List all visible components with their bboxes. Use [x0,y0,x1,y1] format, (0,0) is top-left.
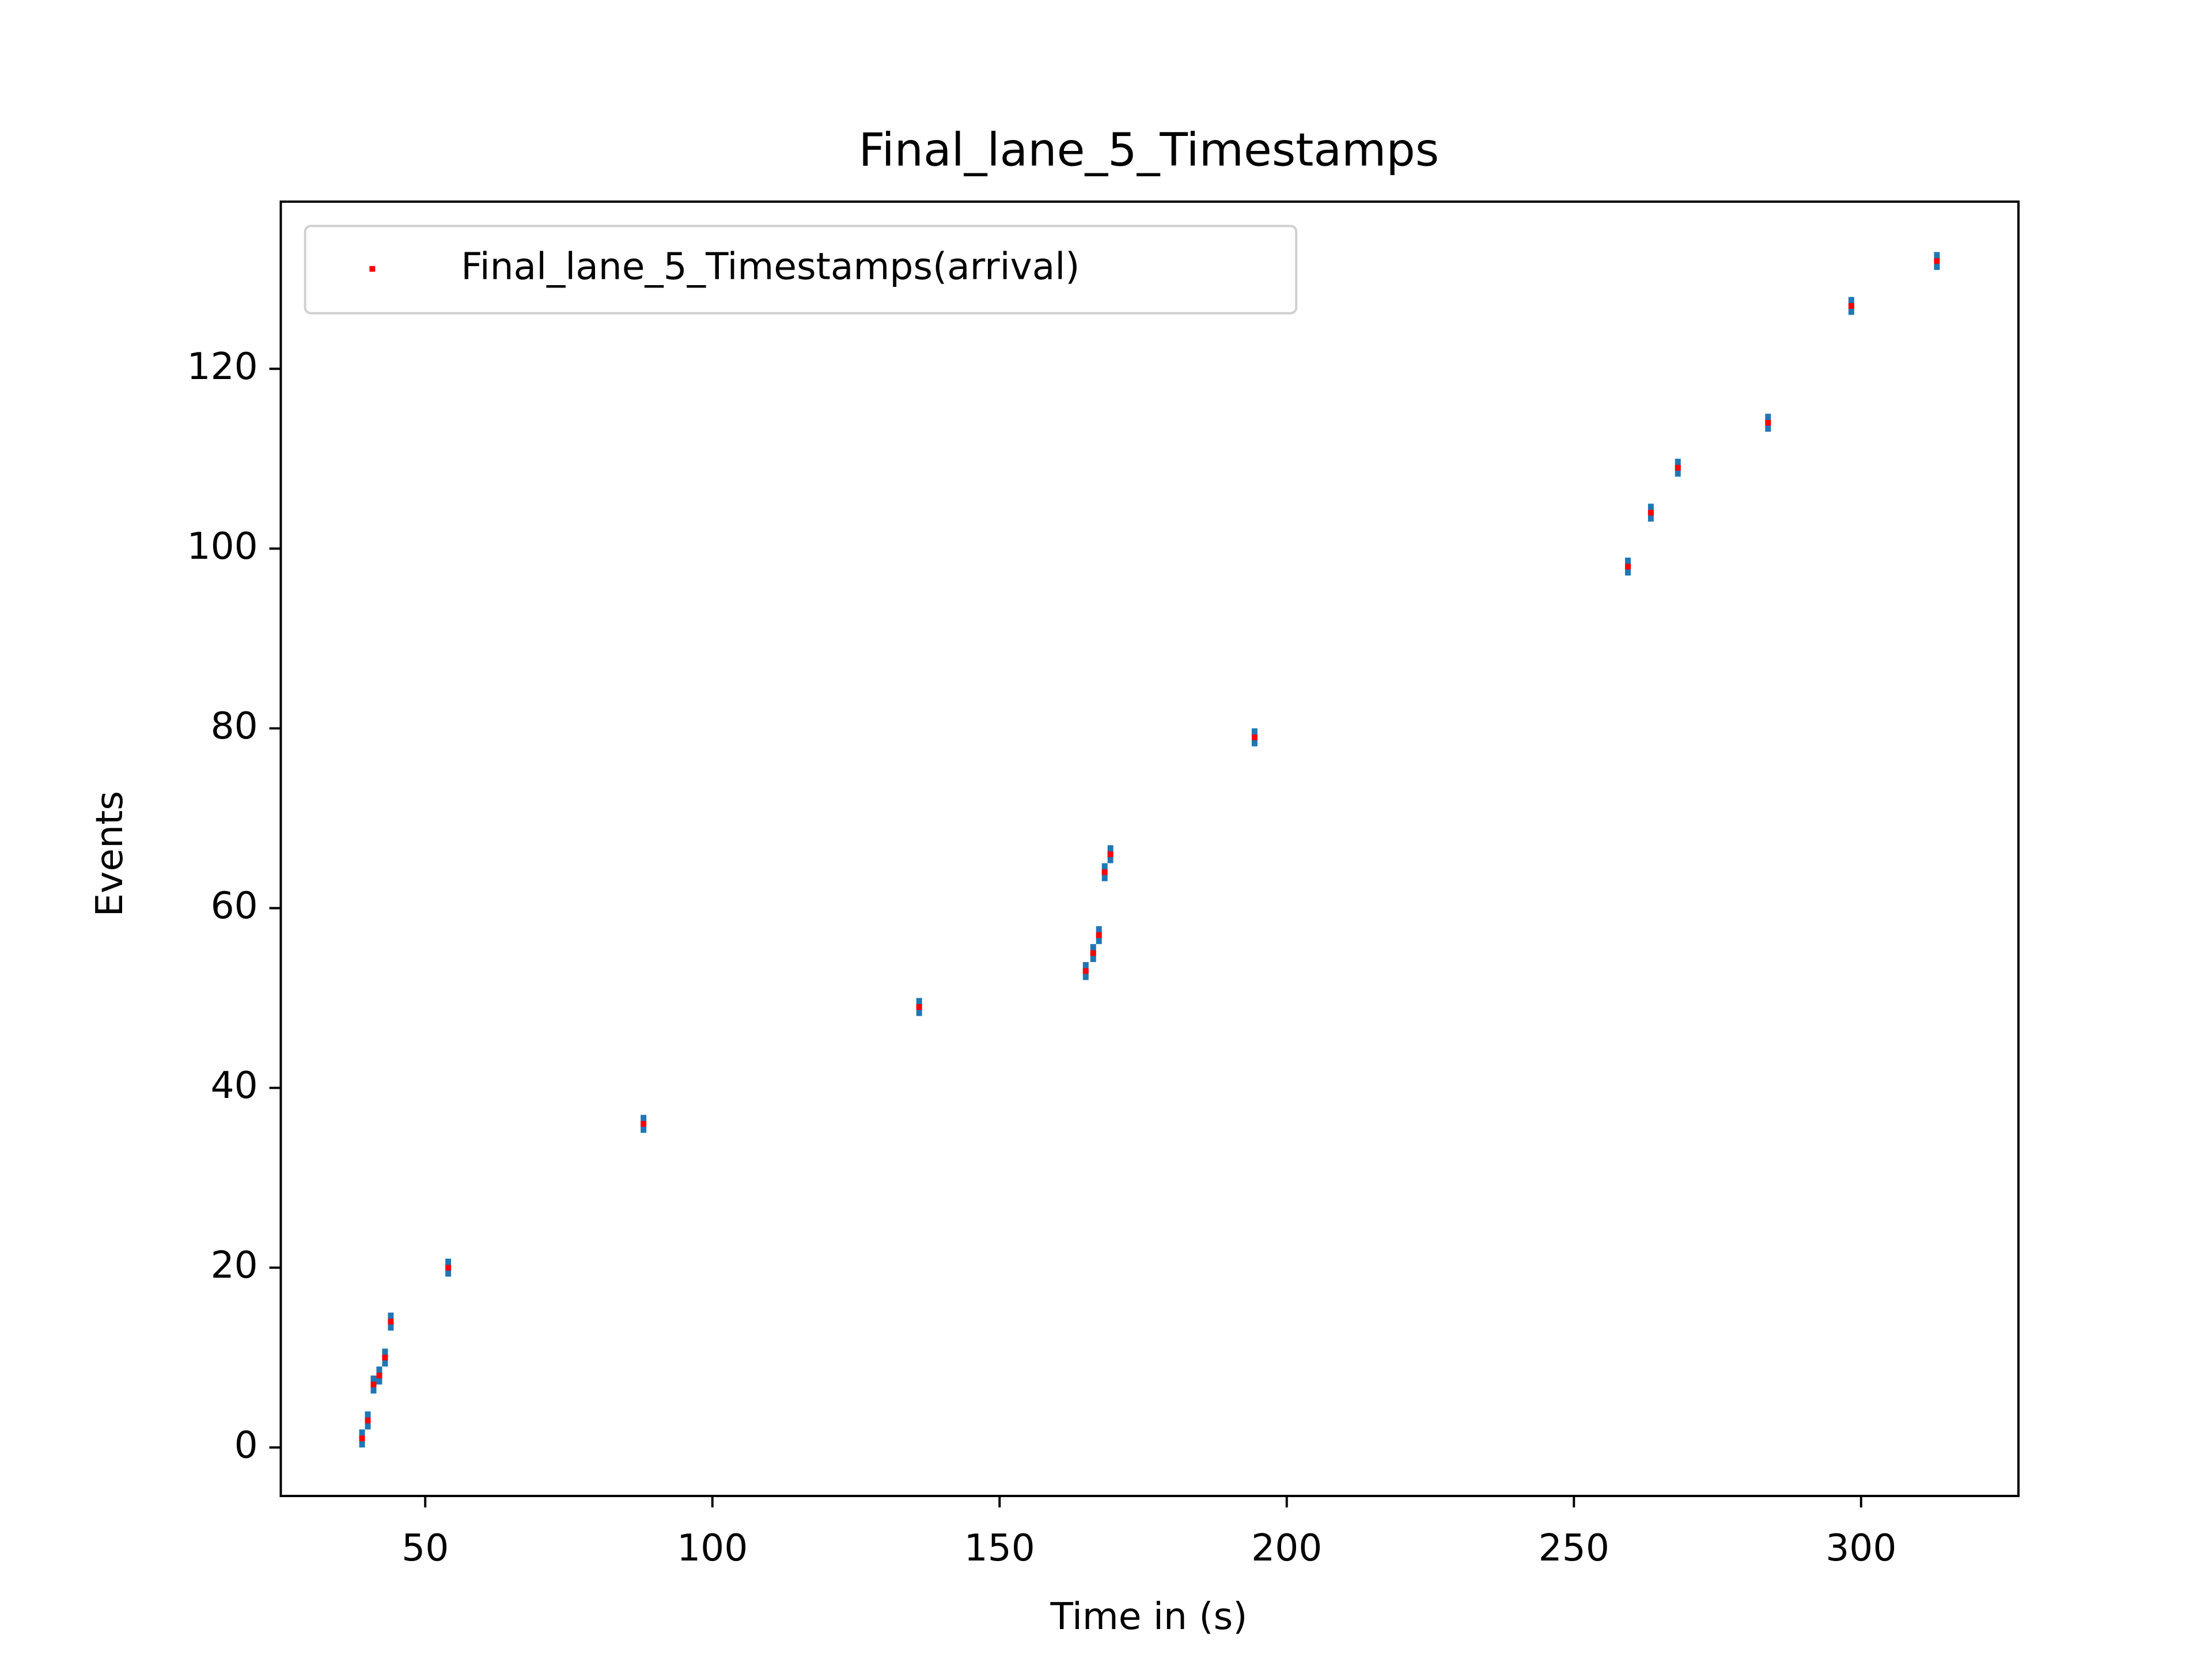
y-tick-label: 120 [187,345,258,388]
y-tick-label: 20 [211,1244,258,1287]
x-tick-label: 250 [1539,1527,1609,1570]
legend-box [304,225,1298,315]
point [1251,734,1257,740]
x-tick-label: 50 [402,1527,449,1570]
x-tick-label: 150 [964,1527,1035,1570]
point [916,1004,922,1010]
legend-marker [369,266,376,272]
point [1082,968,1089,974]
chart-title: Final_lane_5_Timestamps [859,123,1440,177]
point [1765,419,1771,426]
point [1107,851,1113,857]
y-tick-label: 100 [187,525,258,568]
x-tick-label: 100 [677,1527,748,1570]
point [382,1354,388,1361]
point [1934,258,1940,264]
point [365,1417,371,1423]
y-tick-label: 60 [211,884,258,927]
point [1647,509,1654,516]
y-tick-label: 0 [234,1423,258,1467]
x-tick-label: 200 [1251,1527,1322,1570]
point [445,1264,452,1271]
point [1101,869,1108,876]
point [1675,464,1681,471]
point [1090,950,1096,956]
point [1625,563,1631,570]
legend-label: Final_lane_5_Timestamps(arrival) [461,245,1080,288]
point [641,1121,647,1127]
point [370,1381,377,1388]
plot-frame [279,200,2020,1497]
x-tick-label: 300 [1825,1527,1896,1570]
x-axis-label: Time in (s) [1050,1595,1248,1638]
point [376,1372,382,1378]
point [359,1435,365,1442]
y-axis-label: Events [88,791,131,917]
point [1848,303,1854,309]
point [1096,932,1102,938]
y-tick-label: 40 [211,1064,258,1107]
point [388,1319,394,1325]
y-tick-label: 80 [211,704,258,748]
